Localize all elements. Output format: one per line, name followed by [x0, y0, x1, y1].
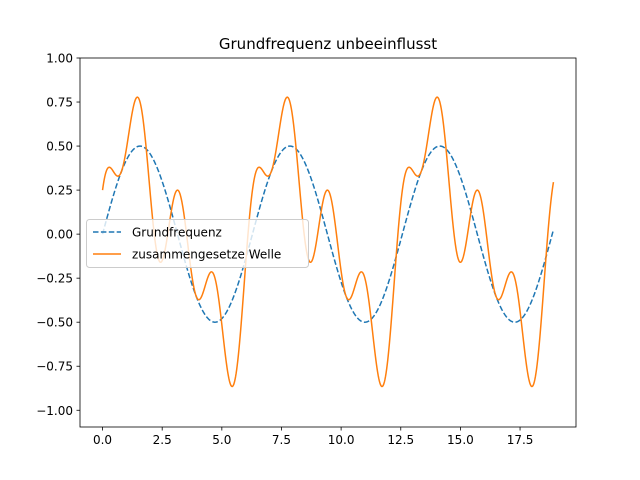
legend-label-2: zusammengesetze Welle — [132, 248, 281, 262]
series-layer — [101, 96, 555, 388]
y-tick-label: 0.25 — [46, 184, 73, 198]
x-tick-label: 5.0 — [212, 433, 231, 447]
x-tick-label: 12.5 — [387, 433, 414, 447]
x-tick-label: 10.0 — [328, 433, 355, 447]
legend-label-1: Grundfrequenz — [132, 226, 222, 240]
series-line-2 — [101, 96, 555, 388]
y-tick-label: −1.00 — [36, 404, 73, 418]
legend-box — [86, 219, 309, 268]
y-tick-label: −0.25 — [36, 272, 73, 286]
y-tick-label: 0.50 — [46, 140, 73, 154]
y-tick-label: 0.75 — [46, 96, 73, 110]
y-tick-label: −0.75 — [36, 360, 73, 374]
x-tick-label: 0.0 — [93, 433, 112, 447]
y-tick-label: 1.00 — [46, 52, 73, 66]
axes-frame — [79, 57, 577, 428]
chart-title: Grundfrequenz unbeeinflusst — [219, 35, 437, 53]
x-tick-label: 2.5 — [153, 433, 172, 447]
axes-layer: 0.0 2.5 5.0 7.5 10.0 12.5 15.0 17.5 −1.00 −0.75 −0… — [36, 52, 577, 447]
x-tick-label: 7.5 — [272, 433, 291, 447]
x-tick-label: 17.5 — [507, 433, 534, 447]
y-tick-label: −0.50 — [36, 316, 73, 330]
x-tick-label: 15.0 — [447, 433, 474, 447]
chart-legend: Grundfrequenz zusammengesetze Welle — [86, 219, 309, 268]
y-tick-label: 0.00 — [46, 228, 73, 242]
